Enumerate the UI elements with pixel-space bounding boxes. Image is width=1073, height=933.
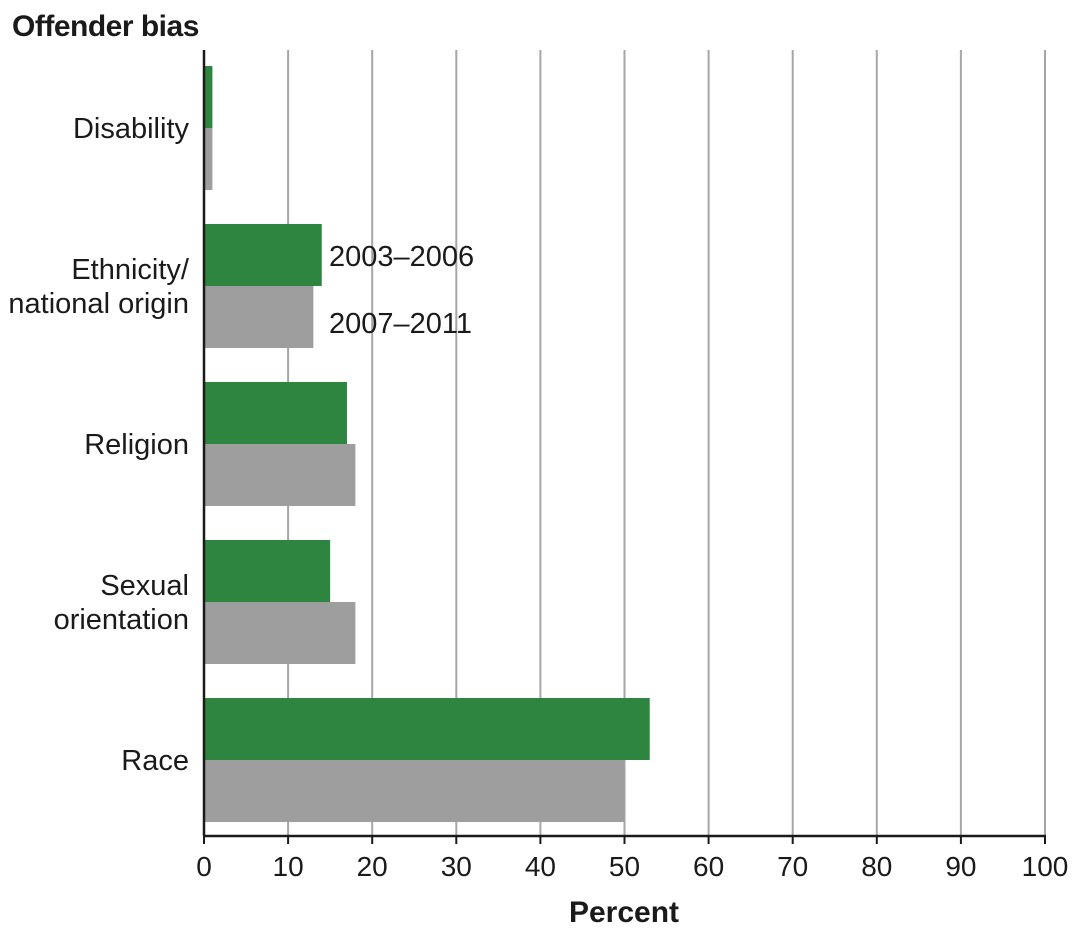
bar-race-series-1 [204,698,650,760]
category-label-4: Race [121,745,189,777]
x-tick-label-30: 30 [441,851,472,882]
x-tick-label-0: 0 [196,851,212,882]
bar-race-series-2 [204,760,625,822]
category-label-3: Sexual orientation [54,570,189,636]
bars [204,66,650,822]
bar-religion-series-2 [204,444,356,506]
x-axis: 0 10 20 30 40 50 60 70 80 90 100 [196,50,1068,882]
x-axis-title: Percent [569,896,679,928]
category-label-0: Disability [73,113,190,145]
category-labels: Disability Ethnicity/national origin Relig… [8,113,190,777]
x-tick-label-10: 10 [273,851,304,882]
x-tick-label-40: 40 [525,851,556,882]
bar-disability-series-2 [204,128,213,190]
x-tick-label-100: 100 [1022,851,1069,882]
bar-religion-series-1 [204,382,347,444]
x-tick-label-50: 50 [609,851,640,882]
x-tick-label-90: 90 [945,851,976,882]
y-axis-title: Offender bias [12,10,199,43]
bar-sexual-orientation-series-1 [204,540,331,602]
x-tick-label-60: 60 [693,851,724,882]
bar-ethnicity-national-origin-series-2 [204,286,314,348]
legend-label-2003-2006: 2003–2006 [329,241,474,273]
legend-label-2007-2011: 2007–2011 [329,308,472,340]
x-tick-label-70: 70 [777,851,808,882]
category-label-1: Ethnicity/national origin [8,254,190,320]
bar-sexual-orientation-series-2 [204,602,356,664]
bar-disability-series-1 [204,66,213,128]
x-tick-label-80: 80 [861,851,892,882]
x-tick-label-20: 20 [357,851,388,882]
bar-ethnicity-national-origin-series-1 [204,224,322,286]
category-label-2: Religion [84,429,189,461]
gridlines [287,50,1046,836]
